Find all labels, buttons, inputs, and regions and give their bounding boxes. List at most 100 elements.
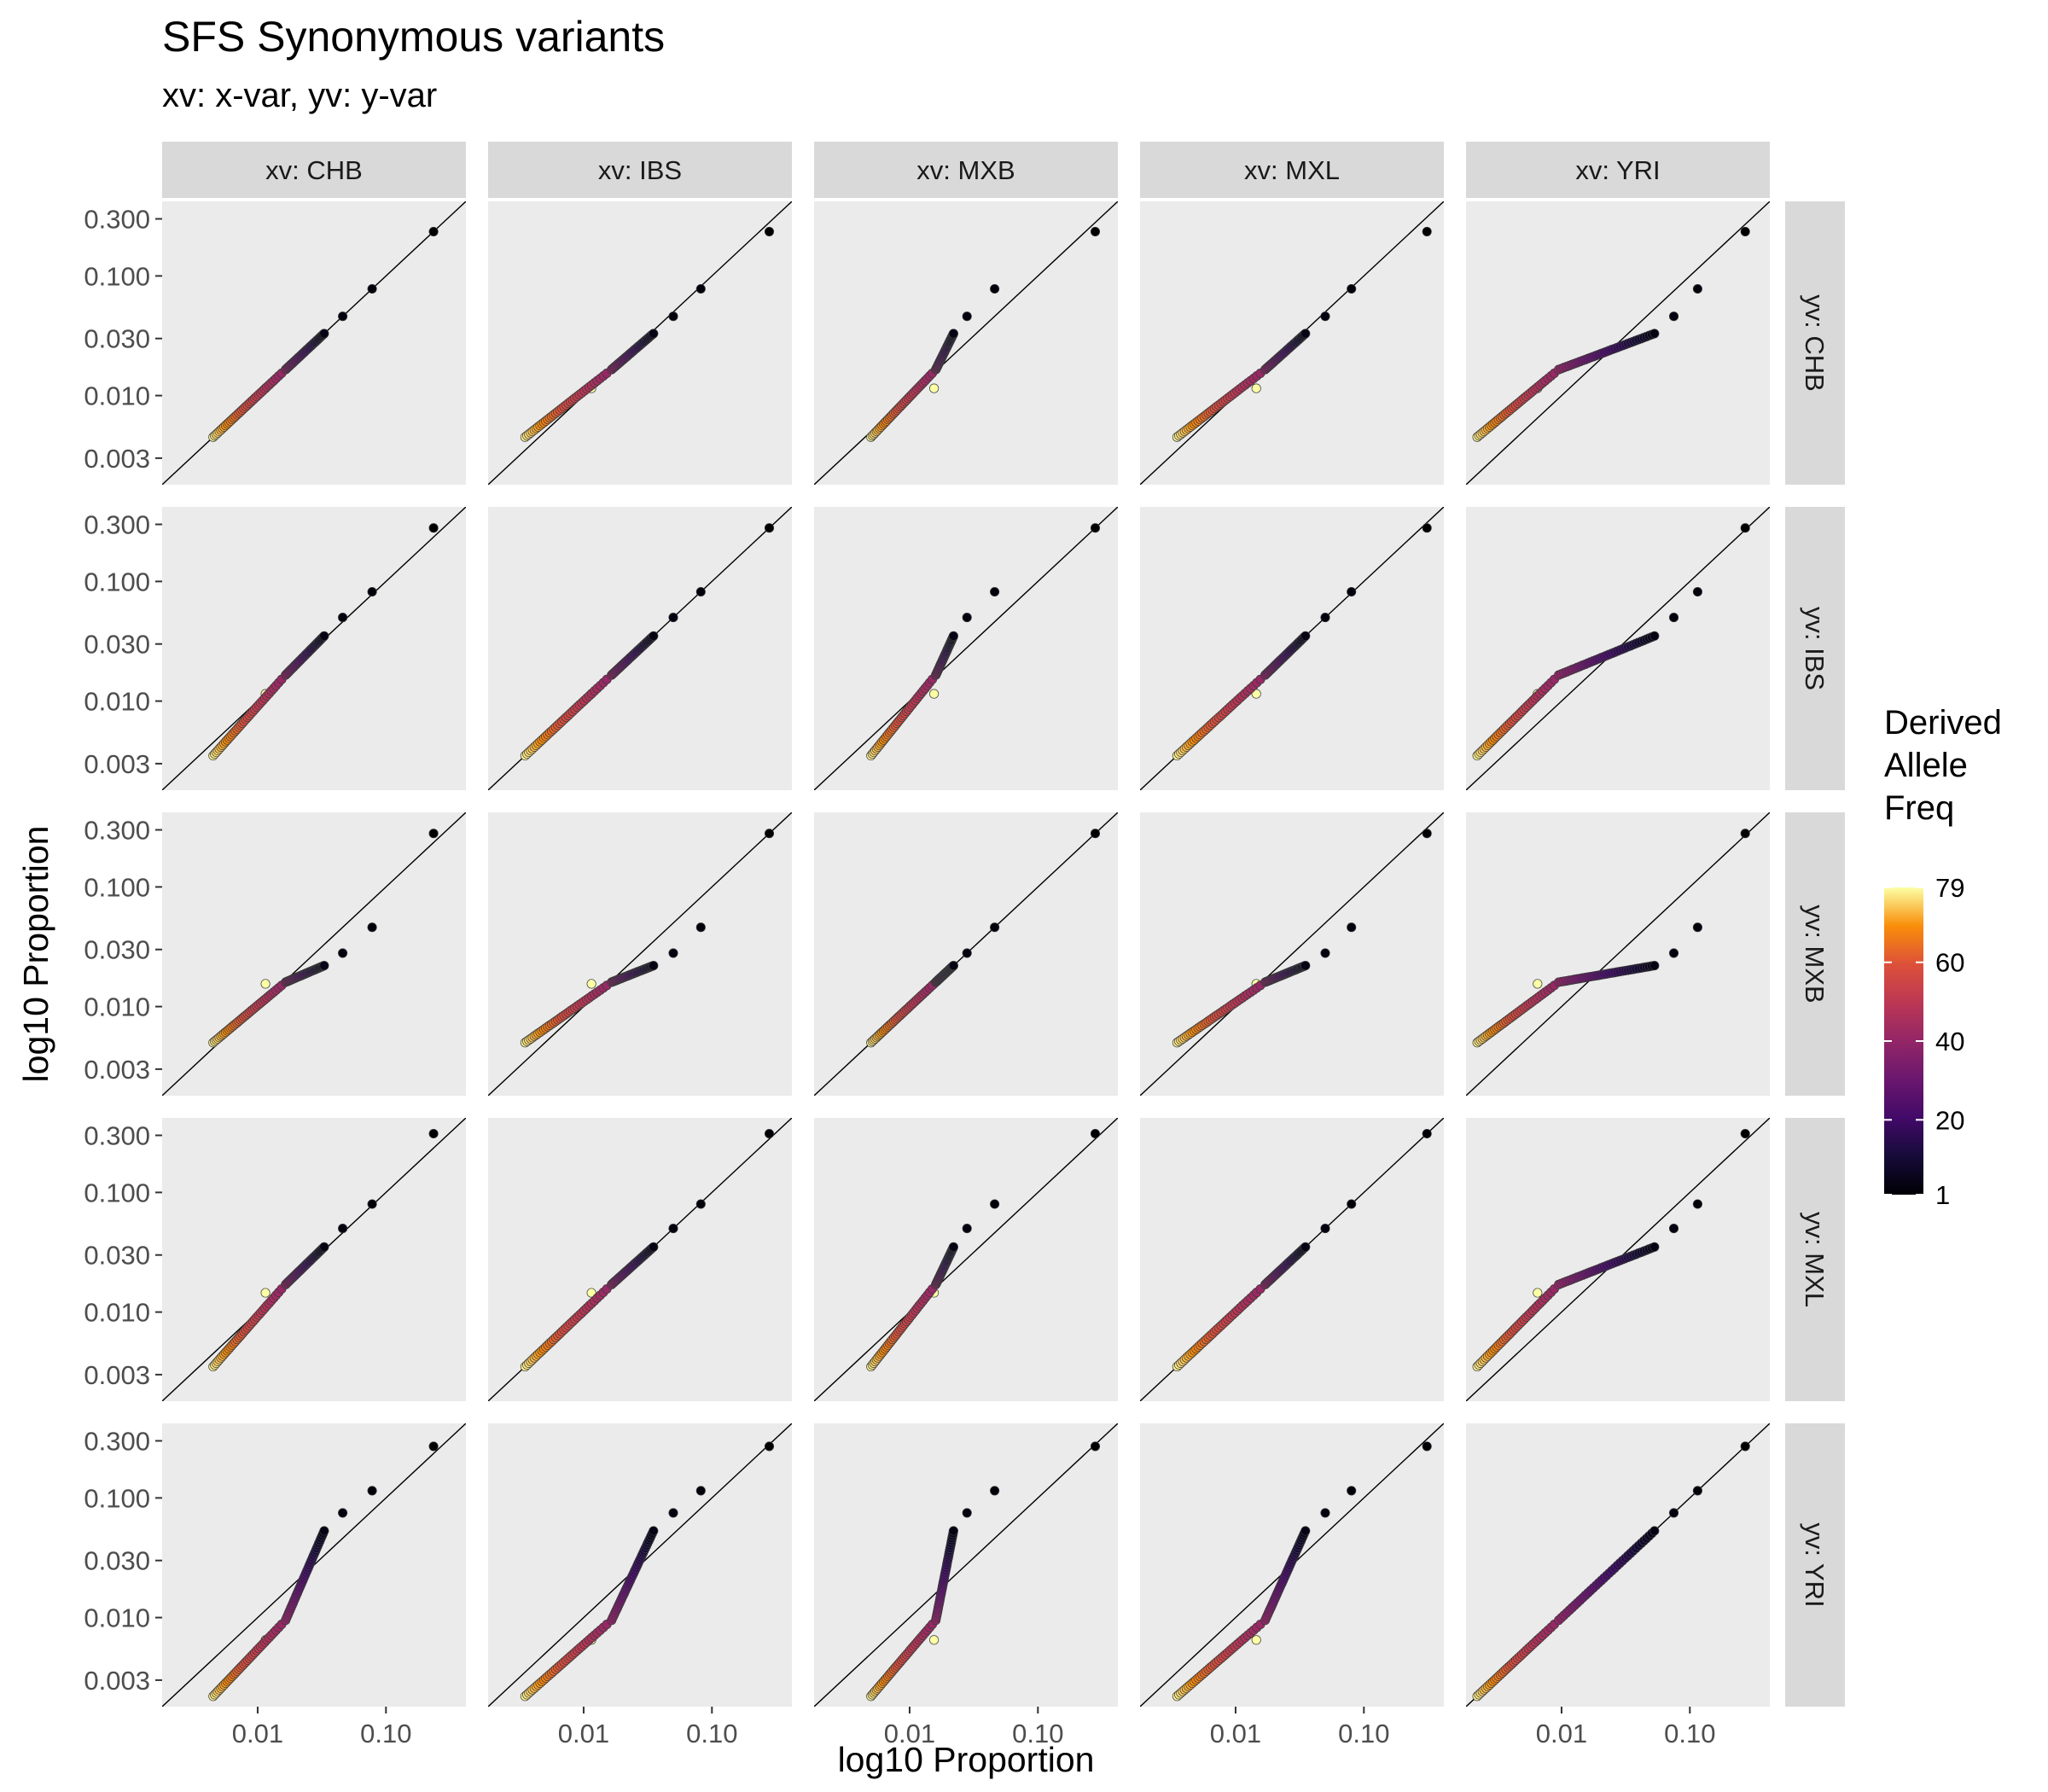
facet-panel [814, 1118, 1118, 1401]
facet-panel [814, 507, 1118, 790]
scatter-point [1668, 948, 1679, 958]
scatter-point [1300, 329, 1311, 339]
scatter-point [1090, 1441, 1101, 1452]
scatter-point [1300, 631, 1311, 641]
scatter-point [319, 1242, 329, 1252]
scatter-point [1740, 829, 1750, 839]
scatter-point [338, 948, 348, 958]
x-tick-label: 0.01 [884, 1719, 935, 1748]
scatter-point [764, 1128, 775, 1139]
colorbar-label: 1 [1935, 1180, 1950, 1210]
scatter-point [1740, 1441, 1750, 1452]
identity-line [814, 1118, 1118, 1401]
x-tick-label: 0.10 [360, 1719, 411, 1748]
scatter-point [1668, 613, 1679, 623]
scatter-point [649, 1526, 659, 1536]
facet-panel [162, 201, 466, 485]
y-tick-label: 0.010 [84, 1603, 150, 1633]
colorbar-label: 20 [1935, 1105, 1964, 1135]
facet-panel [1466, 1423, 1770, 1707]
scatter-point [1422, 1128, 1432, 1139]
chart-subtitle: xv: x-var, yv: y-var [162, 77, 438, 114]
facet-strip-top [1466, 142, 1770, 198]
scatter-point [1668, 1224, 1679, 1234]
scatter-point [1320, 311, 1330, 322]
scatter-point [319, 961, 329, 971]
scatter-point [948, 329, 958, 339]
scatter-point [1320, 1508, 1330, 1518]
scatter-point [990, 1486, 1000, 1496]
colorbar-label: 79 [1935, 873, 1964, 903]
y-tick-label: 0.003 [84, 749, 150, 779]
legend-title: Derived [1884, 704, 2002, 742]
facet-panel [1140, 812, 1444, 1096]
facet-strip-label: yv: YRI [1800, 1522, 1830, 1607]
y-tick-label: 0.010 [84, 687, 150, 717]
scatter-point [1422, 829, 1432, 839]
scatter-point [1649, 1526, 1660, 1536]
y-tick-label: 0.300 [84, 509, 150, 539]
facet-strip-label: xv: YRI [1575, 155, 1660, 185]
y-tick-label: 0.003 [84, 1360, 150, 1390]
scatter-point [260, 979, 271, 989]
scatter-point [990, 1199, 1000, 1209]
scatter-point [929, 1635, 940, 1645]
scatter-point [1090, 523, 1101, 533]
facet-panel [162, 1423, 466, 1707]
x-tick-label: 0.01 [1210, 1719, 1261, 1748]
identity-line [814, 201, 1118, 485]
scatter-point [367, 1486, 377, 1496]
facet-panel [488, 201, 792, 485]
scatter-point [428, 1441, 439, 1452]
legend-title: Allele [1884, 747, 1968, 784]
identity-line [814, 507, 1118, 790]
facet-panel [1140, 1423, 1444, 1707]
facet-panel [1466, 812, 1770, 1096]
facet-strip-right [1785, 1118, 1845, 1401]
scatter-point [990, 922, 1000, 933]
y-axis-title: log10 Proportion [16, 826, 55, 1083]
facet-panel [162, 1118, 466, 1401]
y-tick-label: 0.300 [84, 204, 150, 234]
scatter-point [367, 922, 377, 933]
y-tick-label: 0.030 [84, 324, 150, 354]
scatter-point [1692, 283, 1702, 294]
facet-strip-label: xv: IBS [598, 155, 682, 185]
scatter-point [1347, 283, 1357, 294]
legend-title: Freq [1884, 789, 1954, 827]
facet-strip-label: yv: CHB [1800, 294, 1830, 392]
facet-strip-label: yv: MXL [1800, 1212, 1830, 1307]
identity-line [1140, 812, 1444, 1096]
scatter-point [948, 631, 958, 641]
scatter-point [1740, 1128, 1750, 1139]
y-tick-label: 0.100 [84, 1178, 150, 1207]
scatter-point [1422, 523, 1432, 533]
y-tick-label: 0.300 [84, 1120, 150, 1150]
scatter-point [695, 922, 706, 933]
y-tick-label: 0.300 [84, 1426, 150, 1456]
scatter-point [764, 829, 775, 839]
facet-strip-label: yv: IBS [1800, 607, 1830, 690]
y-tick-label: 0.030 [84, 935, 150, 965]
scatter-point [948, 1242, 958, 1252]
facet-strip-top [162, 142, 466, 198]
x-tick-label: 0.01 [558, 1719, 609, 1748]
scatter-point [668, 311, 678, 322]
scatter-point [1740, 523, 1750, 533]
scatter-point [1692, 1486, 1702, 1496]
scatter-point [1090, 1128, 1101, 1139]
y-tick-label: 0.030 [84, 630, 150, 660]
scatter-point [668, 1224, 678, 1234]
x-axis-title: log10 Proportion [838, 1740, 1095, 1779]
scatter-point [990, 283, 1000, 294]
facet-strip-right [1785, 1423, 1845, 1707]
scatter-point [319, 329, 329, 339]
scatter-point [367, 586, 377, 597]
scatter-point [338, 1508, 348, 1518]
scatter-point [338, 311, 348, 322]
scatter-point [948, 961, 958, 971]
y-tick-label: 0.030 [84, 1241, 150, 1271]
scatter-point [1533, 979, 1543, 989]
facet-panel [488, 1118, 792, 1401]
scatter-point [260, 1288, 271, 1298]
